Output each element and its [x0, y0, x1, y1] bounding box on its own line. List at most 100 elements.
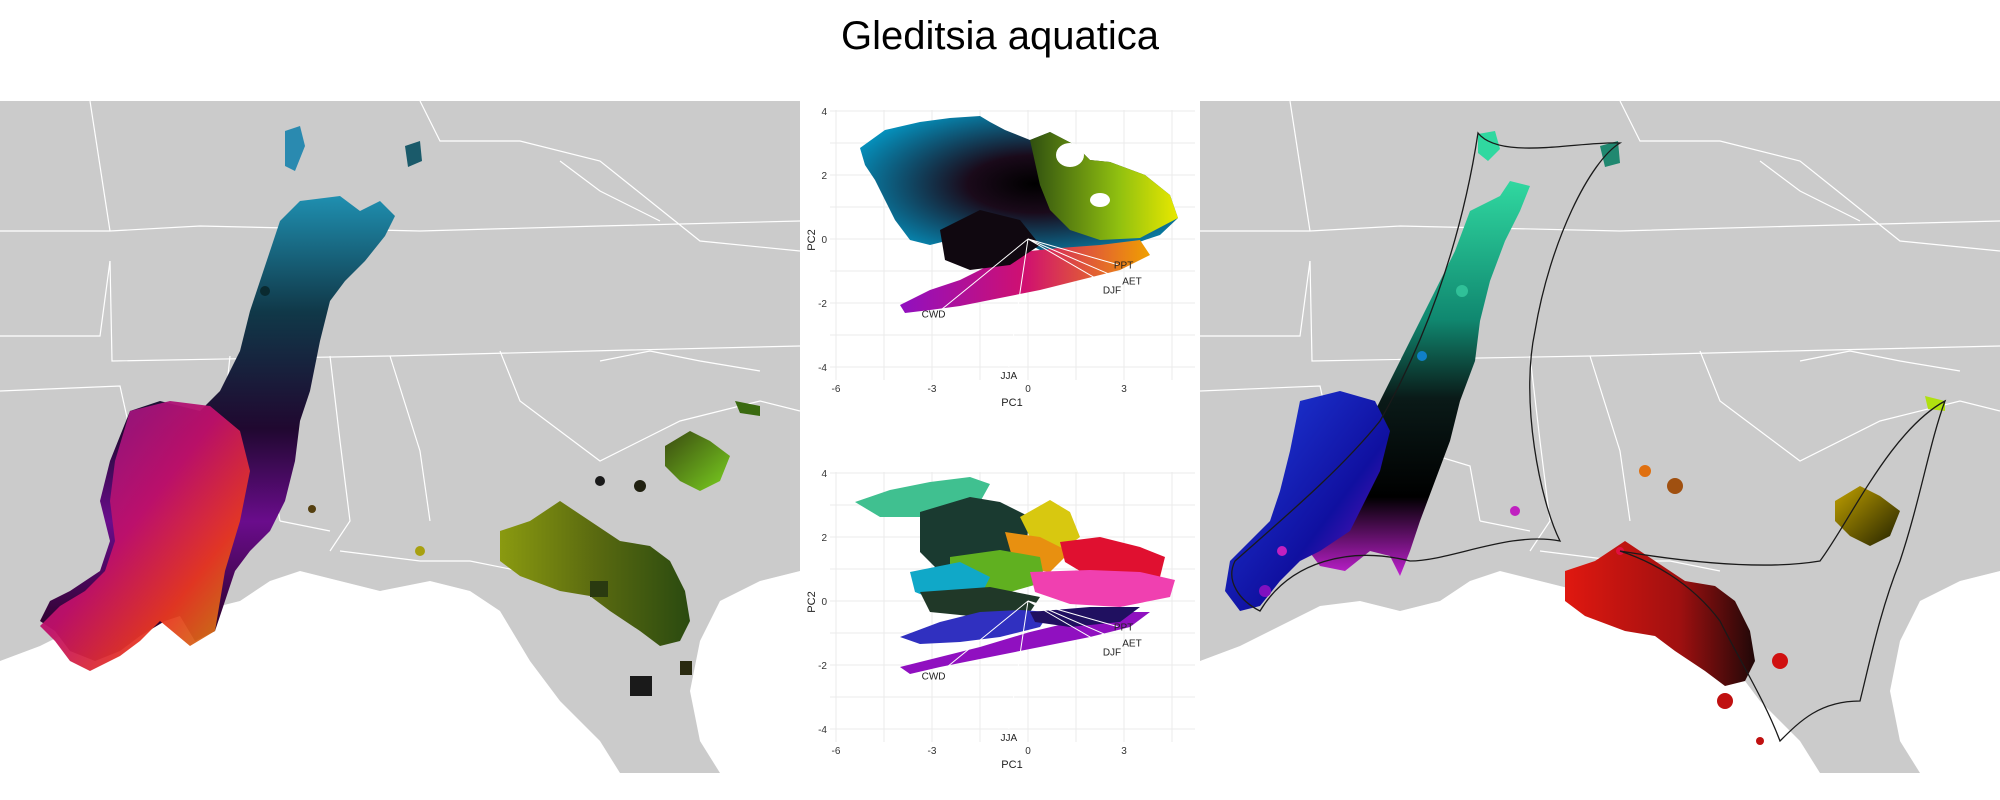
y-tick: 2	[821, 171, 827, 182]
y-tick: -4	[818, 725, 827, 736]
convex-hull-outlines	[1231, 131, 1947, 743]
range-patch-f	[415, 546, 425, 556]
left-climate-map	[0, 101, 800, 773]
range-patch-l	[1277, 546, 1287, 556]
vector-label-ppt: PPT	[1114, 623, 1133, 634]
loading-vector-ppt	[1027, 600, 1118, 628]
loading-vector-djf	[1027, 238, 1109, 286]
range-southwest-lobe	[40, 401, 250, 671]
loading-vector-jja	[1008, 600, 1029, 730]
pca-bottom-cluster-cloud	[855, 477, 1175, 674]
hull-east	[1619, 399, 1947, 743]
cloud-center	[940, 210, 1040, 270]
cloud-gap-b	[1090, 193, 1110, 207]
right-cluster-map	[1200, 101, 2000, 773]
pca-top-y-ticks: 4 2 0 -2 -4	[818, 107, 827, 374]
range-patch-k	[260, 286, 270, 296]
pca-bottom-x-label: PC1	[1001, 759, 1022, 771]
cluster-dark	[920, 587, 1040, 617]
range-patch-c	[590, 581, 608, 597]
y-tick: 0	[821, 597, 827, 608]
range-patch-m	[1259, 585, 1271, 597]
vector-label-jja: JJA	[1000, 371, 1017, 382]
range-west-lobe	[1225, 391, 1390, 611]
y-tick: -2	[818, 299, 827, 310]
land-basemap	[1200, 101, 2000, 773]
range-patch-f	[1639, 465, 1651, 477]
vector-label-cwd: CWD	[922, 671, 946, 682]
vector-label-aet: AET	[1122, 639, 1141, 650]
pca-top-x-label: PC1	[1001, 397, 1022, 409]
range-northern-patch-a	[285, 126, 305, 171]
range-gulf-coast	[500, 501, 690, 646]
vector-label-aet: AET	[1122, 277, 1141, 288]
cloud-gap-a	[1056, 143, 1084, 167]
range-northern-patch-b	[405, 141, 422, 167]
vector-label-ppt: PPT	[1114, 261, 1133, 272]
vector-label-jja: JJA	[1000, 733, 1017, 744]
y-tick: 0	[821, 235, 827, 246]
range-patch-i	[1772, 653, 1788, 669]
range-patch-e	[680, 661, 692, 675]
pca-plot-bottom: CWD JJA PPT AET DJF 4 2 0 -2 -4 -6 -3 0 3 PC…	[800, 462, 1200, 782]
y-tick: 4	[821, 107, 827, 118]
species-range-clusters	[1225, 131, 1945, 745]
range-patch-n	[1925, 396, 1945, 411]
y-tick: 2	[821, 533, 827, 544]
range-patch-g	[308, 505, 316, 513]
y-tick: 4	[821, 469, 827, 480]
pca-bottom-x-ticks: -6 -3 0 3	[832, 746, 1128, 757]
range-patch-d	[1417, 351, 1427, 361]
species-range-colored	[40, 126, 760, 696]
vector-label-djf: DJF	[1103, 285, 1121, 296]
pca-top-y-label: PC2	[806, 229, 818, 250]
x-tick: -3	[928, 384, 937, 395]
range-patch-c	[1456, 285, 1468, 297]
cluster-purple	[900, 612, 1150, 674]
loading-vector-aet	[1027, 238, 1125, 282]
range-patch-e	[1510, 506, 1520, 516]
x-tick: -6	[832, 746, 841, 757]
x-tick: 0	[1025, 384, 1031, 395]
cluster-blue	[900, 610, 1050, 644]
x-tick: 3	[1121, 746, 1127, 757]
y-tick: -4	[818, 363, 827, 374]
land-shape	[1200, 101, 2000, 773]
range-patch-g	[1667, 478, 1683, 494]
figure-title: Gleditsia aquatica	[841, 14, 1159, 58]
loading-vector-cwd	[941, 238, 1029, 310]
loading-vector-jja	[1008, 238, 1029, 368]
hull-west	[1231, 131, 1623, 612]
x-tick: -3	[928, 746, 937, 757]
range-patch-j	[735, 401, 760, 416]
x-tick: -6	[832, 384, 841, 395]
range-patch-h	[595, 476, 605, 486]
pca-bottom-y-ticks: 4 2 0 -2 -4	[818, 469, 827, 736]
range-patch-d	[630, 676, 652, 696]
loading-vector-ppt	[1027, 238, 1118, 266]
pca-top-x-ticks: -6 -3 0 3	[832, 384, 1128, 395]
range-atlantic-coast	[665, 431, 730, 491]
vector-label-djf: DJF	[1103, 647, 1121, 658]
cloud-lower	[900, 240, 1150, 313]
x-tick: 3	[1121, 384, 1127, 395]
y-tick: -2	[818, 661, 827, 672]
range-north-patch-b	[1600, 141, 1620, 167]
cluster-red	[1060, 537, 1165, 580]
loading-vector-djf	[1027, 600, 1109, 648]
range-atlantic-cluster	[1835, 486, 1900, 546]
range-patch-i	[634, 480, 646, 492]
vector-label-cwd: CWD	[922, 309, 946, 320]
loading-vector-aet	[1027, 600, 1125, 644]
pca-plot-top: CWD JJA PPT AET DJF 4 2 0 -2 -4 -6 -3 0 3 PC…	[800, 100, 1200, 420]
range-patch-j	[1717, 693, 1733, 709]
loading-vector-cwd	[941, 600, 1029, 672]
cluster-pink	[1030, 570, 1175, 607]
range-patch-k	[1756, 737, 1764, 745]
x-tick: 0	[1025, 746, 1031, 757]
pca-bottom-y-label: PC2	[806, 591, 818, 612]
pca-top-point-cloud	[860, 116, 1178, 313]
range-gulf-cluster	[1565, 541, 1755, 686]
